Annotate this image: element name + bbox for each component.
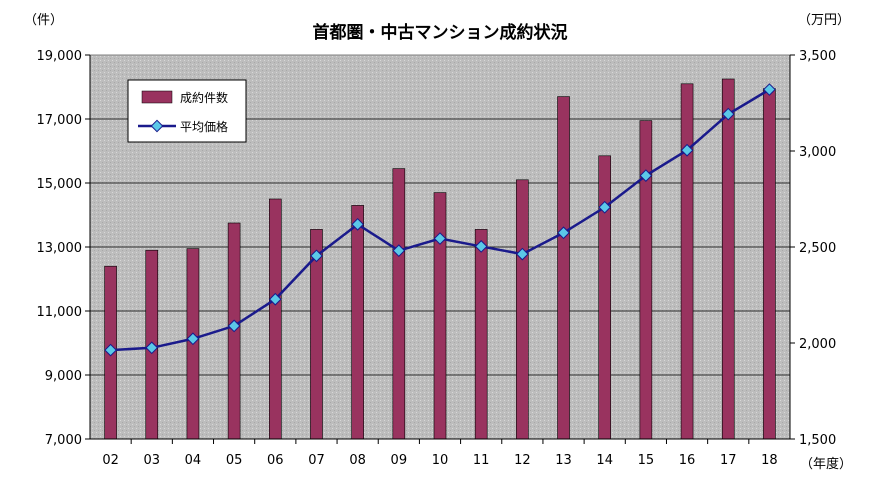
- legend-box: [127, 79, 247, 143]
- x-tick-label: 18: [761, 453, 778, 468]
- bar: [680, 83, 694, 440]
- legend-bar-label: 成約件数: [180, 90, 228, 105]
- line-point: [598, 200, 612, 214]
- left-tick-label: 9,000: [45, 369, 82, 384]
- right-tick-label: 3,000: [799, 145, 836, 160]
- line-markers: [104, 83, 776, 357]
- left-tick-label: 7,000: [45, 433, 82, 448]
- left-axis-ticks: 7,000 9,000 11,000 13,000 15,000 17,000 19,000: [37, 49, 91, 448]
- x-tick-label: 17: [720, 453, 737, 468]
- bar: [557, 96, 570, 440]
- line-point: [351, 217, 365, 231]
- left-tick-label: 11,000: [37, 305, 83, 320]
- x-axis-ticks: 02 03 04 05 06 07 08 09 10 11 12 13 14 15 16 17 18: [90, 438, 790, 468]
- line-point: [557, 226, 570, 240]
- bar: [268, 198, 282, 440]
- x-tick-label: 04: [185, 453, 202, 468]
- x-tick-label: 07: [308, 453, 325, 468]
- line-point: [227, 319, 241, 333]
- left-tick-label: 15,000: [37, 177, 83, 192]
- line-point: [474, 240, 488, 253]
- x-tick-label: 16: [679, 453, 696, 468]
- right-tick-label: 1,500: [799, 433, 836, 448]
- right-tick-label: 3,500: [799, 49, 836, 64]
- line-point: [680, 143, 694, 157]
- x-tick-label: 15: [638, 453, 655, 468]
- legend-line-label: 平均価格: [180, 119, 228, 134]
- bar: [639, 120, 653, 440]
- x-tick-label: 12: [514, 453, 531, 468]
- x-tick-label: 09: [391, 453, 408, 468]
- x-tick-label: 10: [432, 453, 449, 468]
- line-point: [721, 107, 735, 121]
- right-axis-unit: （万円）: [798, 13, 850, 28]
- bar: [598, 155, 612, 440]
- bar: [392, 168, 406, 440]
- line-point: [763, 83, 776, 96]
- legend-line-marker: [150, 119, 164, 133]
- bar: [763, 88, 776, 440]
- line-point: [515, 247, 529, 261]
- left-tick-label: 17,000: [37, 113, 83, 128]
- bar: [474, 229, 488, 440]
- x-tick-label: 02: [102, 453, 119, 468]
- line-point: [186, 332, 200, 346]
- right-tick-label: 2,500: [799, 241, 836, 256]
- x-tick-label: 13: [555, 453, 572, 468]
- left-tick-label: 19,000: [37, 49, 83, 64]
- line-point: [433, 232, 447, 245]
- line-point: [104, 343, 117, 357]
- x-tick-label: 11: [473, 453, 490, 468]
- x-tick-label: 06: [267, 453, 284, 468]
- line-point: [310, 249, 323, 263]
- bar: [516, 179, 529, 440]
- x-tick-label: 14: [596, 453, 613, 468]
- bar: [721, 78, 735, 440]
- bar: [433, 192, 447, 440]
- bar: [351, 205, 364, 440]
- legend: 成約件数 平均価格: [127, 79, 247, 143]
- x-tick-label: 08: [349, 453, 366, 468]
- line-point: [392, 244, 406, 258]
- line-point: [268, 292, 282, 306]
- legend-bar-swatch: [141, 90, 173, 104]
- line-point: [639, 169, 653, 182]
- chart-title: 首都圏・中古マンション成約状況: [313, 22, 568, 43]
- line-point: [145, 341, 159, 355]
- right-tick-label: 2,000: [799, 337, 836, 352]
- right-axis-ticks: 1,500 2,000 2,500 3,000 3,500: [789, 49, 836, 448]
- x-axis-unit: （年度）: [800, 456, 852, 472]
- x-tick-label: 05: [226, 453, 243, 468]
- left-tick-label: 13,000: [37, 241, 83, 256]
- left-axis-unit: （件）: [24, 13, 63, 28]
- x-tick-label: 03: [143, 453, 160, 468]
